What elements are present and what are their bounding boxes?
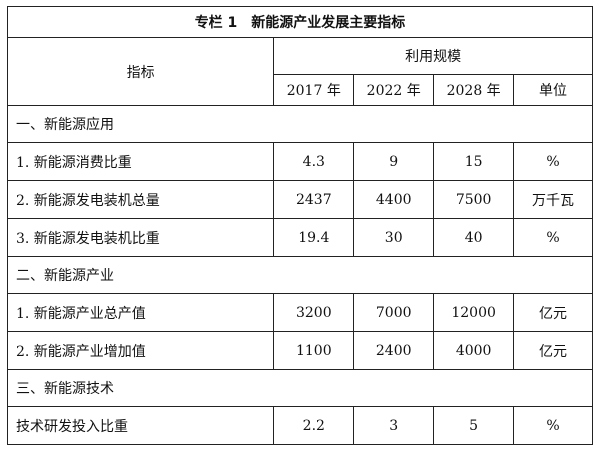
table-row: 1. 新能源产业总产值 3200 7000 12000 亿元 <box>6 293 593 332</box>
value-cell: 1100 <box>273 331 355 370</box>
section-label: 三、新能源技术 <box>7 369 593 407</box>
value-cell: 7500 <box>433 180 515 219</box>
value-cell: 3 <box>353 406 435 445</box>
unit-cell: % <box>513 218 593 257</box>
header-year: 2028 年 <box>433 74 515 106</box>
value-cell: 5 <box>433 406 515 445</box>
value-cell: 3200 <box>273 293 355 332</box>
table-row: 2. 新能源发电装机总量 2437 4400 7500 万千瓦 <box>6 180 593 219</box>
unit-cell: 万千瓦 <box>513 180 593 219</box>
value-cell: 2400 <box>353 331 435 370</box>
value-cell: 12000 <box>433 293 515 332</box>
value-cell: 7000 <box>353 293 435 332</box>
value-cell: 40 <box>433 218 515 257</box>
value-cell: 2.2 <box>273 406 355 445</box>
value-cell: 4.3 <box>273 142 355 181</box>
indicator-name: 3. 新能源发电装机比重 <box>6 218 275 257</box>
header-indicator: 指标 <box>6 37 275 106</box>
indicator-name: 技术研发投入比重 <box>6 406 275 445</box>
table-row: 3. 新能源发电装机比重 19.4 30 40% <box>6 218 593 257</box>
header-year: 2017 年 <box>273 74 355 106</box>
indicator-table: 专栏 1 新能源产业发展主要指标 指标 利用规模 2017 年 2022 年 2… <box>6 6 593 445</box>
section-row: 一、新能源应用 <box>7 105 593 143</box>
header-scale: 利用规模 <box>273 37 593 75</box>
unit-cell: 亿元 <box>513 293 593 332</box>
value-cell: 2437 <box>273 180 355 219</box>
header-unit: 单位 <box>513 74 593 106</box>
unit-cell: % <box>513 142 593 181</box>
indicator-name: 1. 新能源消费比重 <box>6 142 275 181</box>
value-cell: 4400 <box>353 180 435 219</box>
value-cell: 19.4 <box>273 218 355 257</box>
table-row: 1. 新能源消费比重 4.3 9 15% <box>6 142 593 181</box>
section-row: 三、新能源技术 <box>7 369 593 407</box>
indicator-name: 2. 新能源发电装机总量 <box>6 180 275 219</box>
section-label: 一、新能源应用 <box>7 105 593 143</box>
table-title: 专栏 1 新能源产业发展主要指标 <box>7 6 593 38</box>
unit-cell: 亿元 <box>513 331 593 370</box>
value-cell: 4000 <box>433 331 515 370</box>
unit-cell: % <box>513 406 593 445</box>
section-row: 二、新能源产业 <box>7 256 593 294</box>
indicator-name: 2. 新能源产业增加值 <box>6 331 275 370</box>
value-cell: 9 <box>353 142 435 181</box>
table-row: 技术研发投入比重 2.2 3 5% <box>6 406 593 445</box>
value-cell: 15 <box>433 142 515 181</box>
section-label: 二、新能源产业 <box>7 256 593 294</box>
header-year: 2022 年 <box>353 74 435 106</box>
indicator-name: 1. 新能源产业总产值 <box>6 293 275 332</box>
table-row: 2. 新能源产业增加值 1100 2400 4000 亿元 <box>6 331 593 370</box>
value-cell: 30 <box>353 218 435 257</box>
